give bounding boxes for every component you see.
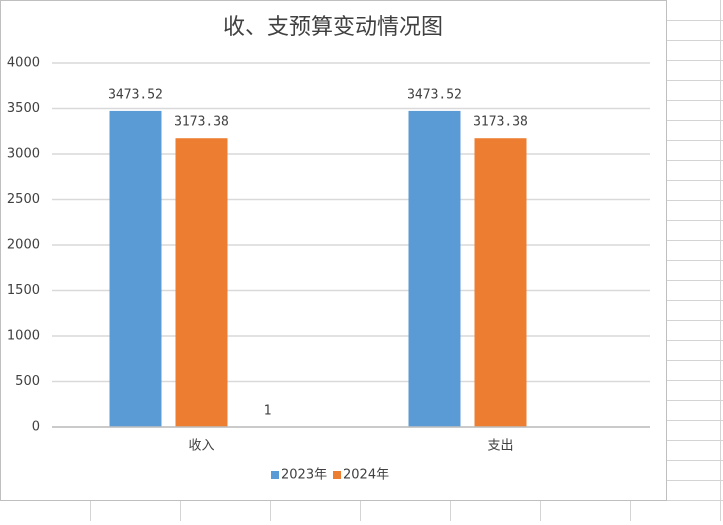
bar <box>176 138 228 427</box>
y-tick-label: 500 <box>15 374 40 389</box>
y-tick-label: 2500 <box>7 192 40 207</box>
y-tick-label: 0 <box>32 420 40 435</box>
legend-label: 2024年 <box>343 468 389 483</box>
data-label: 3173.38 <box>473 115 528 130</box>
x-tick-label: 支出 <box>487 439 513 454</box>
legend-label: 2023年 <box>281 468 327 483</box>
legend-swatch <box>333 471 341 479</box>
chart-area <box>1 1 667 501</box>
chart-title: 收、支预算变动情况图 <box>223 15 443 40</box>
data-label: 3473.52 <box>108 87 163 102</box>
y-tick-label: 4000 <box>7 56 40 71</box>
data-label: 1 <box>264 403 272 418</box>
bar <box>409 111 461 427</box>
y-tick-label: 1500 <box>7 283 40 298</box>
y-tick-label: 2000 <box>7 238 40 253</box>
bar <box>110 111 162 427</box>
data-label: 3473.52 <box>407 87 462 102</box>
y-tick-label: 3000 <box>7 147 40 162</box>
bar <box>475 138 527 427</box>
legend-swatch <box>271 471 279 479</box>
y-tick-label: 1000 <box>7 329 40 344</box>
x-tick-label: 收入 <box>188 439 214 454</box>
y-tick-label: 3500 <box>7 101 40 116</box>
data-label: 3173.38 <box>174 115 229 130</box>
